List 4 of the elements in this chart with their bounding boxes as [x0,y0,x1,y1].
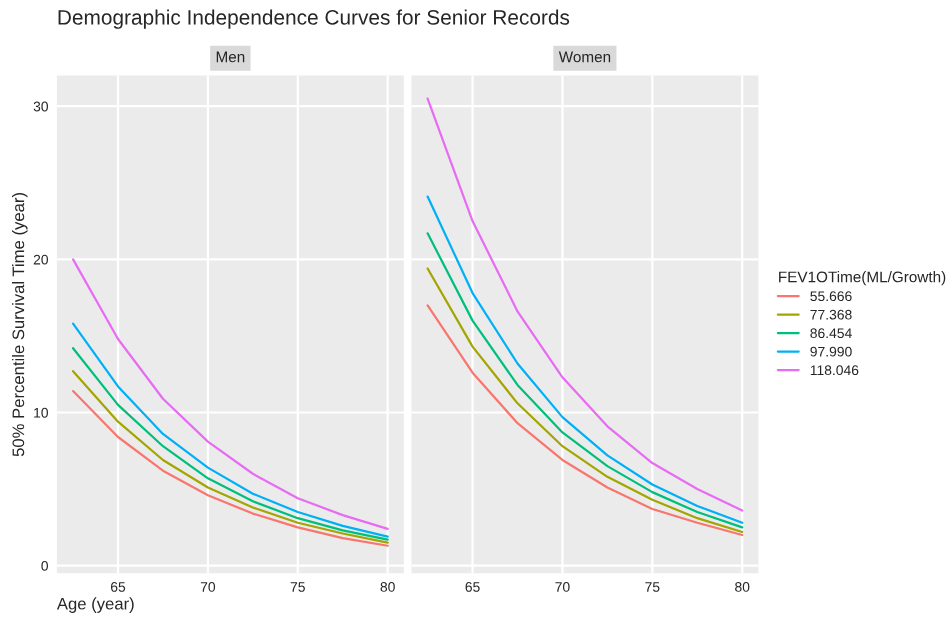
x-axis-title: Age (year) [56,597,134,613]
line-series [71,258,389,530]
chart-title: Demographic Independence Curves for Senior Records [58,9,570,29]
y-axis-title: 50% Percentile Survival Time (year) [12,193,28,457]
